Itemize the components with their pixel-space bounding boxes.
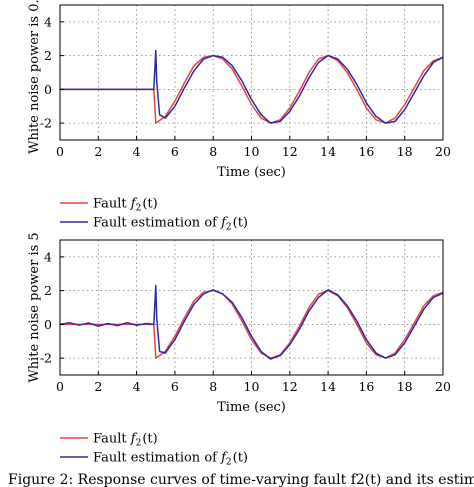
x-tick-label: 4 [133,144,141,159]
y-tick-label: 4 [44,249,52,264]
x-tick-label: 18 [397,379,413,394]
chart-top: 0 2 4 6 8 10 12 14 16 18 20 -2 0 2 4 Time (sec) White no… [27,0,451,180]
x-tick-label: 14 [320,144,336,159]
legend-label-fault: Fault f2(t) [93,432,158,449]
x-tick-label: 8 [209,379,217,394]
y-tick-label: 2 [44,283,52,298]
x-tick-label: 6 [171,144,179,159]
y-tick-label: 2 [44,48,52,63]
x-tick-label: 12 [282,144,298,159]
series-line-fault [60,289,444,359]
y-axis-label: White noise power is 5 [27,232,42,382]
x-tick-label: 16 [358,379,374,394]
y-tick-label: -2 [40,351,52,366]
legend-top: Fault f2(t) Fault estimation of f2(t) [60,197,248,233]
x-tick-label: 0 [56,379,64,394]
x-tick-label: 8 [209,144,217,159]
series-line-fault [60,54,444,124]
y-tick-label: 0 [44,317,52,332]
x-tick-label: 2 [94,379,102,394]
legend-label-fault: Fault f2(t) [93,197,158,214]
x-tick-label: 6 [171,379,179,394]
x-tick-label: 2 [94,144,102,159]
chart-bottom: 0 2 4 6 8 10 12 14 16 18 20 -2 0 2 4 Time (sec) White no… [27,232,451,415]
legend-bottom: Fault f2(t) Fault estimation of f2(t) [60,432,248,468]
x-tick-label: 4 [133,379,141,394]
x-tick-label: 16 [358,144,374,159]
y-tick-label: 4 [44,14,52,29]
figure-caption: Figure 2: Response curves of time-varyin… [8,472,474,487]
series-line-estimation [59,284,444,360]
x-tick-label: 10 [244,144,260,159]
series-line-estimation [60,49,444,124]
legend-label-estimation: Fault estimation of f2(t) [93,216,248,233]
x-tick-label: 18 [397,144,413,159]
x-tick-label: 20 [435,379,451,394]
y-tick-label: -2 [40,116,52,131]
x-tick-label: 20 [435,144,451,159]
y-axis-label: White noise power is 0.1 [27,0,42,154]
legend-label-estimation: Fault estimation of f2(t) [93,451,248,468]
x-axis-label: Time (sec) [217,400,286,415]
x-tick-label: 10 [244,379,260,394]
x-tick-label: 0 [56,144,64,159]
x-tick-label: 12 [282,379,298,394]
x-axis-label: Time (sec) [217,165,286,180]
y-tick-label: 0 [44,82,52,97]
x-tick-label: 14 [320,379,336,394]
